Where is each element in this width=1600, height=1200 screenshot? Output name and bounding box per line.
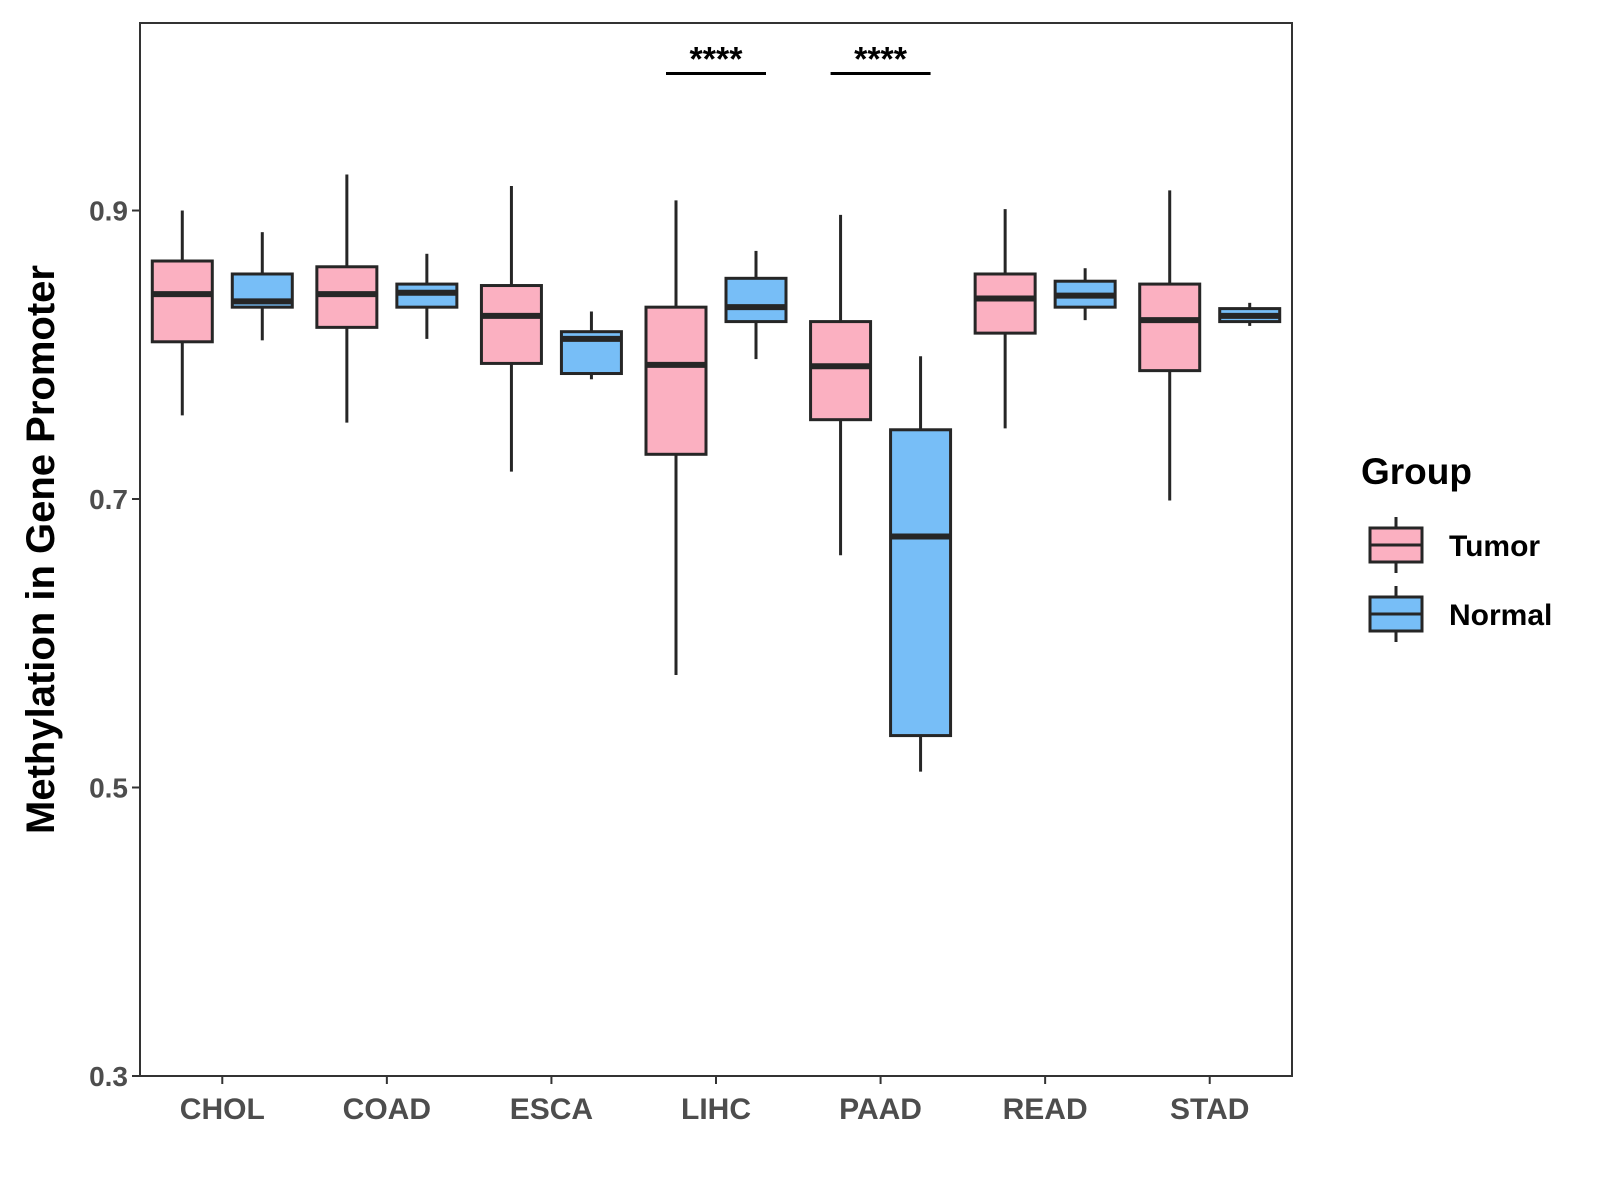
legend-item-tumor: Tumor: [1368, 517, 1540, 573]
significance-annotations: **** ****: [666, 40, 931, 78]
box-paad-normal: [889, 356, 953, 772]
box-stad-tumor: [1138, 190, 1202, 501]
box-coad-normal: [395, 253, 459, 339]
significance-label-lihc: ****: [690, 40, 744, 78]
box-body-stad-tumor: [1138, 282, 1202, 373]
y-axis-title: Methylation in Gene Promoter: [19, 265, 63, 834]
box-esca-tumor: [479, 185, 543, 472]
box-body-lihc-tumor: [644, 305, 708, 456]
x-tick-label-paad: PAAD: [839, 1093, 922, 1126]
box-read-normal: [1053, 268, 1117, 321]
significance-label-paad: ****: [854, 40, 908, 78]
y-tick-label-0.5: 0.5: [89, 773, 128, 804]
box-body-read-tumor: [973, 272, 1037, 335]
legend-title: Group: [1361, 451, 1472, 492]
x-tick-label-stad: STAD: [1170, 1093, 1249, 1126]
box-body-chol-tumor: [150, 259, 214, 344]
box-esca-normal: [559, 311, 623, 380]
box-read-tumor: [973, 209, 1037, 429]
legend-item-normal: Normal: [1368, 586, 1552, 642]
box-paad-tumor: [809, 214, 873, 556]
legend: Group Tumor Normal: [1361, 451, 1552, 642]
x-tick-label-coad: COAD: [343, 1093, 431, 1126]
x-tick-label-lihc: LIHC: [681, 1093, 751, 1126]
legend-label-tumor: Tumor: [1449, 530, 1540, 563]
box-stad-normal: [1218, 302, 1282, 326]
box-body-esca-tumor: [479, 284, 543, 365]
box-body-paad-normal: [889, 428, 953, 738]
x-tick-label-esca: ESCA: [510, 1093, 593, 1126]
box-body-lihc-normal: [724, 276, 788, 324]
box-lihc-normal: [724, 250, 788, 360]
y-tick-label-0.7: 0.7: [89, 484, 128, 515]
box-body-paad-tumor: [809, 320, 873, 422]
x-tick-label-chol: CHOL: [180, 1093, 265, 1126]
box-chol-tumor: [150, 210, 214, 416]
plot-panel-border: [139, 22, 1293, 1077]
box-coad-tumor: [315, 174, 379, 423]
x-tick-label-read: READ: [1003, 1093, 1088, 1126]
box-chol-normal: [230, 232, 294, 341]
y-tick-label-0.3: 0.3: [89, 1061, 128, 1092]
legend-label-normal: Normal: [1449, 599, 1552, 632]
y-tick-label-0.9: 0.9: [89, 196, 128, 227]
boxes-layer: [150, 174, 1282, 772]
y-axis: 0.3 0.5 0.7 0.9: [89, 196, 140, 1092]
x-axis: CHOL COAD ESCA LIHC PAAD READ STAD: [180, 1076, 1249, 1126]
box-lihc-tumor: [644, 200, 708, 675]
